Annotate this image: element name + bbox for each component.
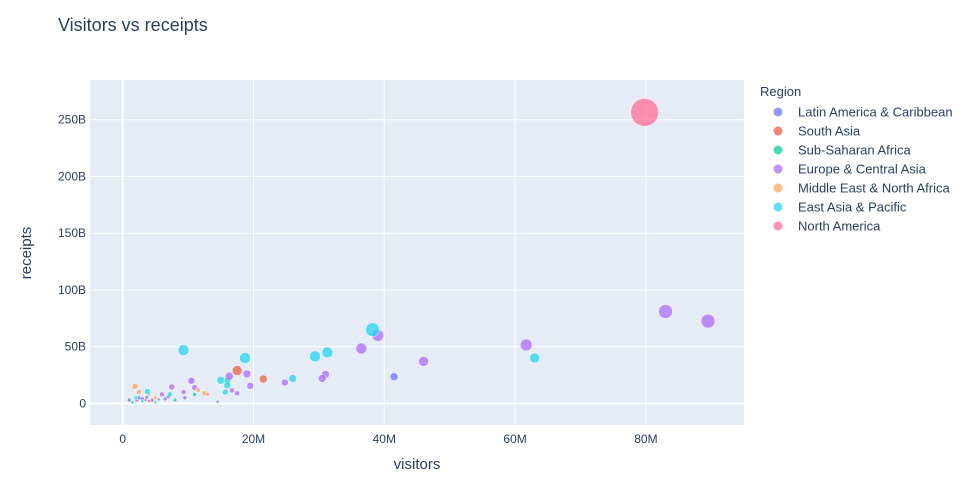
data-point [167,391,173,398]
x-tick-label: 60M [503,432,526,446]
data-point [389,372,399,382]
legend-marker [773,126,783,136]
data-point [365,322,380,337]
data-point [182,395,188,401]
y-tick-label: 100B [58,283,86,297]
data-point [130,400,135,405]
data-point [222,388,229,396]
x-tick-label: 80M [634,432,657,446]
data-point [309,350,321,363]
data-point [231,365,243,376]
y-tick-label: 50B [65,340,86,354]
data-point [180,389,187,395]
legend-title: Region [760,84,801,99]
data-point [187,376,196,385]
data-point [162,396,168,402]
legend-marker [773,202,783,212]
plot-background [90,80,744,425]
data-point [216,375,226,385]
legend-marker [773,183,783,193]
data-point [700,313,716,329]
y-tick-labels: 0 50B 100B 150B 200B 250B [58,113,86,411]
data-point [153,395,158,401]
legend-entry: North America [798,219,881,234]
data-point [234,390,240,396]
x-tick-labels: 0 20M 40M 60M 80M [119,432,657,446]
legend-entry: South Asia [798,124,861,139]
x-tick-label: 0 [119,432,126,446]
data-point [153,400,158,405]
legend-entry: Middle East & North Africa [798,181,950,196]
legend-marker [773,107,783,117]
data-point [281,378,289,387]
data-point [136,389,142,395]
data-point [172,397,178,403]
y-tick-label: 250B [58,113,86,127]
data-point [288,374,297,383]
legend-marker [773,164,783,174]
data-point [192,392,197,397]
data-point [223,381,232,390]
data-point [246,382,254,390]
data-point [630,98,659,127]
y-tick-label: 0 [79,396,86,410]
data-point [215,399,220,404]
data-point [239,352,251,364]
chart-title: Visitors vs receipts [58,15,208,35]
data-point [355,342,368,355]
data-point [156,397,161,402]
data-point [205,392,210,397]
data-point [519,338,533,352]
legend: Region Latin America & Caribbean South As… [760,84,953,234]
x-tick-label: 20M [242,432,265,446]
data-point [168,383,175,391]
data-point [195,387,201,393]
data-point [131,383,139,390]
data-point [177,344,190,356]
data-point [242,369,252,379]
legend-entry: Europe & Central Asia [798,162,927,177]
legend-entry: Latin America & Caribbean [798,105,953,120]
data-point [229,387,235,394]
data-point [144,388,151,395]
data-point [259,374,268,384]
y-axis-title: receipts [18,227,35,280]
data-point [658,304,673,319]
x-axis-title: visitors [394,456,441,473]
x-tick-label: 40M [373,432,396,446]
data-point [225,371,234,381]
legend-marker [773,145,783,155]
legend-marker [773,221,783,231]
data-point [529,352,540,364]
legend-entry: Sub-Saharan Africa [798,143,912,158]
legend-entry: East Asia & Pacific [798,200,907,215]
data-point [159,391,165,398]
data-point [133,395,139,401]
data-point [321,346,334,359]
data-point [418,356,429,367]
data-point [317,374,327,383]
markers [126,98,716,405]
data-point [149,397,155,403]
data-point [140,399,145,403]
y-tick-label: 200B [58,169,86,183]
data-point [126,397,132,403]
y-tick-label: 150B [58,226,86,240]
